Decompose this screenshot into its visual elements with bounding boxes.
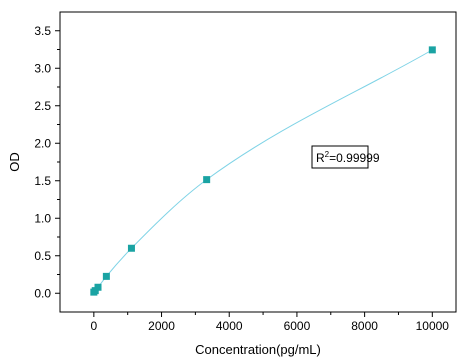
y-tick-label: 2.5: [34, 99, 51, 113]
r2-annotation: R2=0.99999: [311, 145, 380, 169]
x-tick-label: 10000: [416, 319, 450, 333]
y-axis-title: OD: [7, 152, 22, 172]
r2-box: [311, 145, 369, 169]
x-tick-label: 4000: [216, 319, 243, 333]
y-tick-label: 3.0: [34, 61, 51, 75]
y-tick-label: 0.0: [34, 286, 51, 300]
y-tick-label: 0.5: [34, 249, 51, 263]
x-axis: 0 2000 4000 6000 8000 10000: [91, 312, 450, 333]
r2-label: R2=0.99999: [316, 150, 380, 165]
x-tick-label: 2000: [148, 319, 175, 333]
y-tick-label: 1.5: [34, 174, 51, 188]
x-tick-label: 8000: [351, 319, 378, 333]
data-points: [90, 46, 436, 296]
x-tick-label: 0: [91, 319, 98, 333]
r2-value: =0.99999: [329, 151, 380, 165]
r2-superscript: 2: [325, 150, 330, 159]
x-tick-label: 6000: [284, 319, 311, 333]
y-tick-label: 3.5: [34, 24, 51, 38]
y-tick-label: 1.0: [34, 211, 51, 225]
r2-prefix: R: [316, 151, 325, 165]
y-axis: 0.0 0.5 1.0 1.5 2.0 2.5 3.0 3.5: [34, 24, 60, 300]
y-tick-label: 2.0: [34, 136, 51, 150]
data-point: [428, 46, 436, 54]
plot-frame: [59, 11, 457, 313]
data-point: [94, 283, 102, 291]
fit-curve: [93, 49, 433, 293]
data-point: [203, 176, 211, 184]
data-point: [127, 244, 135, 252]
x-axis-title: Concentration(pg/mL): [195, 342, 321, 357]
data-point: [102, 272, 110, 280]
